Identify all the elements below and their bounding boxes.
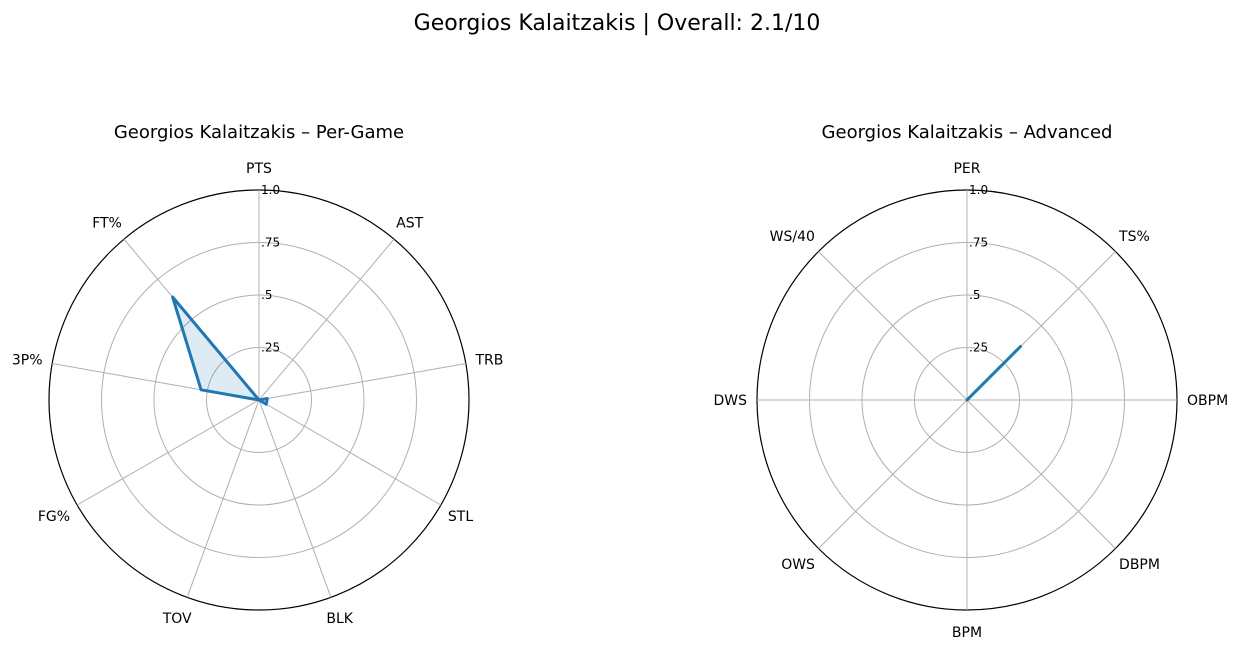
data-point-stl — [265, 403, 268, 406]
axis-label-obpm: OBPM — [1187, 393, 1228, 409]
axis-label-tov: TOV — [162, 611, 192, 627]
spoke-ows — [818, 399, 968, 549]
axis-label-dbpm: DBPM — [1119, 557, 1160, 573]
r-tick-label: .75 — [261, 236, 280, 250]
chart-title-advanced: Georgios Kalaitzakis – Advanced — [822, 122, 1113, 143]
r-tick-label: .5 — [261, 288, 272, 302]
r-tick-label: 1.0 — [969, 183, 988, 197]
r-tick-label: .5 — [969, 288, 980, 302]
data-point-fg-pct — [258, 399, 260, 401]
spoke-tov — [186, 399, 260, 598]
axis-label-ows: OWS — [781, 557, 815, 573]
axis-label-per: PER — [953, 161, 980, 177]
radar-chart-advanced: Georgios Kalaitzakis – Advanced .25 .5 .75… — [713, 122, 1228, 641]
series-fill — [172, 297, 268, 405]
radar-chart-per-game: Georgios Kalaitzakis – Per-Game .25 .5 .75… — [12, 122, 503, 627]
data-point-ft-pct — [171, 296, 174, 298]
axis-label-dws: DWS — [713, 393, 747, 409]
axis-label-fg-pct: FG% — [38, 509, 70, 525]
r-tick-label: .75 — [969, 236, 988, 250]
axis-label-pts: PTS — [246, 161, 272, 177]
axis-label-3p-pct: 3P% — [12, 353, 43, 369]
spoke-ast — [258, 238, 395, 401]
figure-title: Georgios Kalaitzakis | Overall: 2.1/10 — [414, 11, 821, 36]
spoke-trb — [258, 363, 466, 401]
spoke-blk — [258, 399, 332, 598]
axis-label-stl: STL — [448, 509, 473, 525]
axis-label-ast: AST — [396, 215, 423, 231]
axis-label-trb: TRB — [474, 353, 503, 369]
axis-label-bpm: BPM — [952, 625, 982, 641]
data-point-ts-pct — [1019, 345, 1022, 348]
axis-label-ft-pct: FT% — [92, 215, 122, 231]
grid — [756, 189, 1178, 611]
axis-label-ts-pct: TS% — [1118, 229, 1150, 245]
axis-label-ws-40: WS/40 — [770, 229, 815, 245]
axis-label-blk: BLK — [326, 611, 353, 627]
spoke-dbpm — [966, 399, 1116, 549]
spoke-fg-pct — [76, 399, 260, 506]
r-tick-label: .25 — [969, 341, 988, 355]
data-point-3p-pct — [200, 389, 202, 391]
spoke-stl — [258, 399, 442, 506]
data-point-ws-40 — [966, 399, 968, 401]
spoke-ws-40 — [818, 251, 968, 401]
chart-title-per-game: Georgios Kalaitzakis – Per-Game — [114, 122, 404, 143]
data-point-trb — [266, 397, 269, 400]
r-tick-label: .25 — [261, 341, 280, 355]
r-tick-label: 1.0 — [261, 183, 280, 197]
